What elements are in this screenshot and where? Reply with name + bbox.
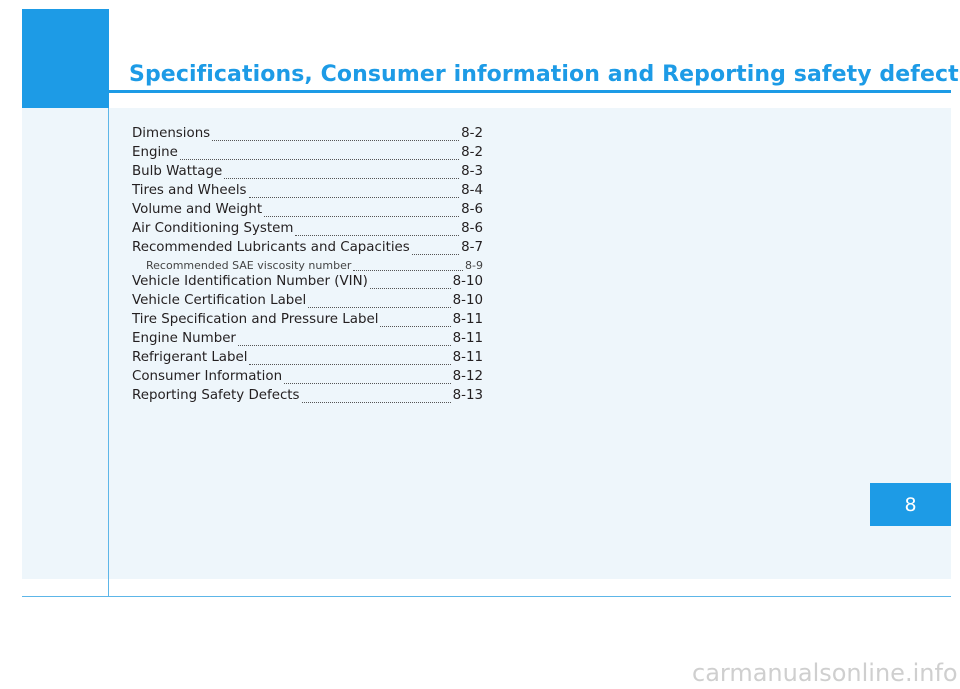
toc-subentry[interactable]: Recommended SAE viscosity number 8-9 (132, 259, 483, 274)
toc-entry-label: Tires and Wheels (132, 183, 247, 198)
toc-entry-label: Tire Specification and Pressure Label (132, 312, 379, 327)
toc-entry[interactable]: Bulb Wattage 8-3 (132, 164, 483, 183)
toc-entry-label: Engine (132, 145, 178, 160)
toc-entry[interactable]: Vehicle Identification Number (VIN) 8-10 (132, 274, 483, 293)
toc-leader-dots (224, 178, 460, 179)
toc-entry-page: 8-3 (461, 164, 483, 179)
table-of-contents: Dimensions 8-2 Engine 8-2 Bulb Wattage 8… (132, 126, 483, 407)
toc-entry-page: 8-11 (452, 350, 483, 365)
toc-entry-page: 8-2 (461, 126, 483, 141)
toc-entry[interactable]: Volume and Weight 8-6 (132, 202, 483, 221)
toc-entry[interactable]: Engine 8-2 (132, 145, 483, 164)
toc-entry-label: Bulb Wattage (132, 164, 223, 179)
toc-entry-page: 8-6 (461, 221, 483, 236)
toc-entry-label: Volume and Weight (132, 202, 263, 217)
toc-entry-label: Recommended Lubricants and Capacities (132, 240, 410, 255)
toc-entry-page: 8-10 (452, 293, 483, 308)
toc-entry-label: Engine Number (132, 331, 236, 346)
toc-entry-page: 8-7 (461, 240, 483, 255)
toc-leader-dots (179, 159, 460, 160)
toc-entry[interactable]: Reporting Safety Defects 8-13 (132, 388, 483, 407)
toc-entry[interactable]: Tires and Wheels 8-4 (132, 183, 483, 202)
toc-entry-page: 8-2 (461, 145, 483, 160)
margin-divider (108, 108, 109, 597)
toc-leader-dots (284, 383, 451, 384)
toc-entry-page: 8-11 (452, 331, 483, 346)
toc-entry[interactable]: Refrigerant Label 8-11 (132, 350, 483, 369)
toc-entry-page: 8-6 (461, 202, 483, 217)
toc-leader-dots (248, 197, 460, 198)
toc-entry[interactable]: Air Conditioning System 8-6 (132, 221, 483, 240)
toc-leader-dots (301, 402, 451, 403)
toc-entry-label: Vehicle Identification Number (VIN) (132, 274, 368, 289)
toc-entry-label: Vehicle Certification Label (132, 293, 307, 308)
toc-entry[interactable]: Vehicle Certification Label 8-10 (132, 293, 483, 312)
toc-leader-dots (212, 140, 460, 141)
toc-entry-page: 8-9 (465, 259, 483, 272)
toc-leader-dots (264, 216, 460, 217)
toc-leader-dots (369, 288, 451, 289)
title-underline (109, 90, 951, 93)
toc-entry-page: 8-11 (452, 312, 483, 327)
toc-entry[interactable]: Recommended Lubricants and Capacities 8-… (132, 240, 483, 259)
footer-divider (22, 596, 951, 597)
toc-entry-page: 8-4 (461, 183, 483, 198)
toc-leader-dots (237, 345, 451, 346)
toc-entry[interactable]: Tire Specification and Pressure Label 8-… (132, 312, 483, 331)
toc-entry-page: 8-10 (452, 274, 483, 289)
chapter-tab[interactable]: 8 (870, 483, 951, 526)
toc-entry-label: Reporting Safety Defects (132, 388, 300, 403)
toc-entry-label: Air Conditioning System (132, 221, 294, 236)
toc-leader-dots (295, 235, 460, 236)
toc-leader-dots (353, 270, 464, 271)
toc-leader-dots (411, 254, 460, 255)
chapter-number: 8 (904, 493, 917, 516)
watermark-text: carmanualsonline.info (692, 659, 958, 687)
toc-entry-label: Refrigerant Label (132, 350, 248, 365)
toc-entry-label: Recommended SAE viscosity number (146, 259, 352, 272)
toc-entry-page: 8-12 (452, 369, 483, 384)
toc-entry[interactable]: Dimensions 8-2 (132, 126, 483, 145)
page-title: Specifications, Consumer information and… (129, 62, 960, 87)
content-panel (22, 108, 951, 579)
toc-entry-page: 8-13 (452, 388, 483, 403)
toc-entry[interactable]: Engine Number 8-11 (132, 331, 483, 350)
toc-leader-dots (308, 307, 451, 308)
corner-color-block (22, 9, 109, 108)
toc-leader-dots (249, 364, 451, 365)
toc-entry-label: Dimensions (132, 126, 211, 141)
toc-leader-dots (380, 326, 451, 327)
toc-entry[interactable]: Consumer Information 8-12 (132, 369, 483, 388)
toc-entry-label: Consumer Information (132, 369, 283, 384)
